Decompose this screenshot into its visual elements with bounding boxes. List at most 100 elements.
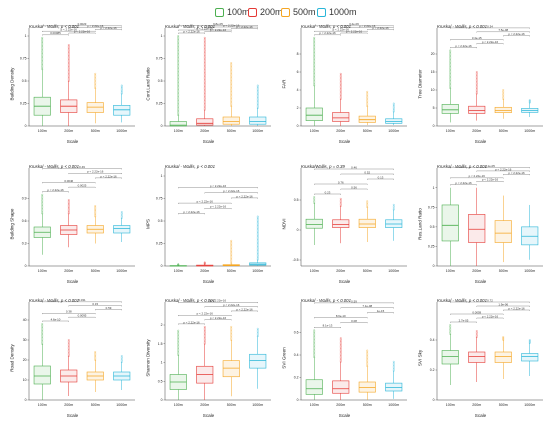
x-tick-label: 500m [91,129,100,133]
outlier-point [177,348,180,351]
outlier-point [67,59,70,62]
outlier-point [120,84,123,87]
outlier-point [528,341,531,343]
outlier-point [41,58,44,61]
chart-panel: 0 0.25 0.5 0.75 1 100m 200m 500m 1000m p < 2.22e-… [141,22,276,150]
outlier-point [67,67,70,70]
significance-bracket [178,187,258,189]
outlier-point [256,330,259,333]
outlier-point [41,64,44,67]
outlier-point [256,84,259,87]
legend-label: 500m [293,7,316,17]
y-tick-label: 0 [297,124,299,128]
outlier-point [339,74,342,77]
boxplot-svg: -0.5 0 0.5 100m 200m 500m 1000m 0.23 0.56 0.76 0.1… [293,165,407,273]
box-500m [494,195,512,263]
outlier-point [313,74,316,77]
outlier-point [94,85,97,88]
outlier-point [94,72,97,75]
outlier-point [313,55,316,57]
outlier-point [203,337,206,339]
y-tick-label: 0 [161,124,163,128]
outlier-point [203,328,206,331]
outlier-point [313,339,316,342]
outlier-point [41,328,44,331]
p-value-label: p < 2.22e-16 [100,174,117,178]
outlier-point [230,333,233,336]
outlier-point [67,56,70,59]
box-200m [468,187,486,266]
significance-bracket [503,174,530,176]
outlier-point [177,342,180,345]
outlier-point [203,86,206,89]
outlier-point [256,233,259,236]
box-500m [86,205,104,244]
outlier-point [392,363,395,366]
outlier-point [256,327,259,330]
y-tick-label: 20 [431,52,435,56]
y-tick-label: 0.75 [156,57,163,61]
outlier-point [41,208,44,211]
outlier-point [67,340,70,343]
p-value-label: p < 2.22e-16 [469,174,486,178]
outlier-point [256,101,259,104]
outlier-point [177,69,180,72]
x-tick-label: 100m [446,403,455,407]
p-value-label: 0.52 [364,170,370,174]
outlier-point [41,323,44,325]
box-1000m [385,360,403,399]
outlier-point [41,336,44,338]
outlier-point [177,86,180,89]
outlier-point [230,95,233,98]
significance-bracket [42,313,96,315]
outlier-point [256,104,259,107]
y-tick-label: 0.75 [428,206,435,210]
chart-panel: 0 5 10 15 20 100m 200m 500m 1000m p < 2.22e-16 p <… [413,22,548,150]
box-500m [494,89,512,119]
box-200m [196,36,214,126]
p-value-label: p < 2.22e-16 [87,24,104,28]
outlier-point [177,50,180,53]
outlier-point [256,251,259,254]
x-tick-label: 200m [200,403,209,407]
outlier-point [177,44,180,47]
outlier-point [313,199,316,201]
outlier-point [41,41,44,43]
box-iqr [249,116,267,125]
box-200m [332,197,350,244]
x-tick-label: 200m [200,269,209,273]
outlier-point [41,198,44,200]
boxplot-svg: 0 5 10 15 20 100m 200m 500m 1000m p < 2.22e-16 p <… [431,24,543,133]
outlier-point [313,196,316,198]
significance-bracket [95,177,122,179]
outlier-point [41,46,44,49]
box-100m [169,263,187,267]
box-200m [196,261,214,267]
outlier-point [313,60,316,63]
outlier-point [339,88,342,91]
kruskal-wallis-label: Kruskal - Wallis, p < 0.001 [29,298,79,303]
p-value-label: p < 2.22e-16 [210,184,227,188]
boxplot-svg: 0 0.25 0.5 0.75 1 100m 200m 500m 1000m p < 2.22e-… [156,22,271,133]
significance-bracket [204,319,232,321]
significance-bracket [367,178,394,180]
y-tick-label: 0 [161,264,163,268]
outlier-point [313,76,316,78]
outlier-point [230,248,233,251]
outlier-point [256,228,259,230]
y-tick-label: 0 [433,398,435,402]
outlier-point [230,92,233,95]
outlier-point [475,333,478,335]
box-200m [60,339,78,396]
y-tick-label: 15 [431,70,435,74]
significance-bracket [367,29,394,31]
outlier-point [230,327,233,330]
y-tick-label: 40 [23,318,27,322]
box-iqr [33,365,51,385]
outlier-point [177,51,180,54]
significance-bracket [68,305,122,307]
p-value-label: 0.00085 [50,31,61,35]
box-500m [494,336,512,379]
p-value-label: 9.8e-05 [213,22,223,26]
